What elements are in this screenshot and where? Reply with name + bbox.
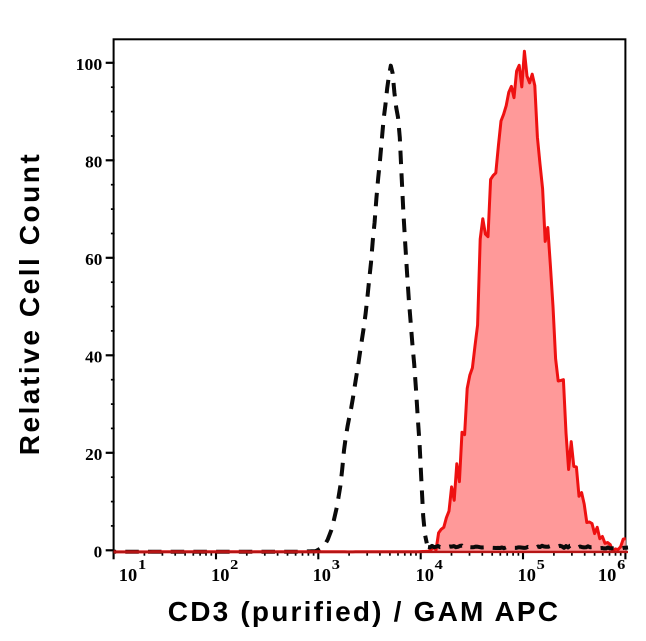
svg-text:10: 10 xyxy=(211,565,229,585)
svg-text:5: 5 xyxy=(537,557,546,572)
svg-text:6: 6 xyxy=(617,557,626,572)
svg-text:Relative Cell Count: Relative Cell Count xyxy=(14,152,45,456)
svg-text:CD3 (purified) / GAM APC: CD3 (purified) / GAM APC xyxy=(168,596,560,627)
svg-text:0: 0 xyxy=(94,542,103,561)
svg-text:10: 10 xyxy=(119,565,137,585)
svg-text:80: 80 xyxy=(85,152,102,171)
svg-text:10: 10 xyxy=(313,565,331,585)
svg-text:100: 100 xyxy=(76,55,103,74)
svg-text:1: 1 xyxy=(138,557,147,572)
svg-text:40: 40 xyxy=(85,347,102,366)
svg-text:2: 2 xyxy=(230,557,239,572)
svg-text:20: 20 xyxy=(85,445,102,464)
svg-text:60: 60 xyxy=(85,250,102,269)
svg-text:4: 4 xyxy=(435,557,444,572)
svg-text:10: 10 xyxy=(598,565,616,585)
svg-text:10: 10 xyxy=(518,565,536,585)
svg-text:3: 3 xyxy=(332,557,341,572)
svg-text:10: 10 xyxy=(416,565,434,585)
